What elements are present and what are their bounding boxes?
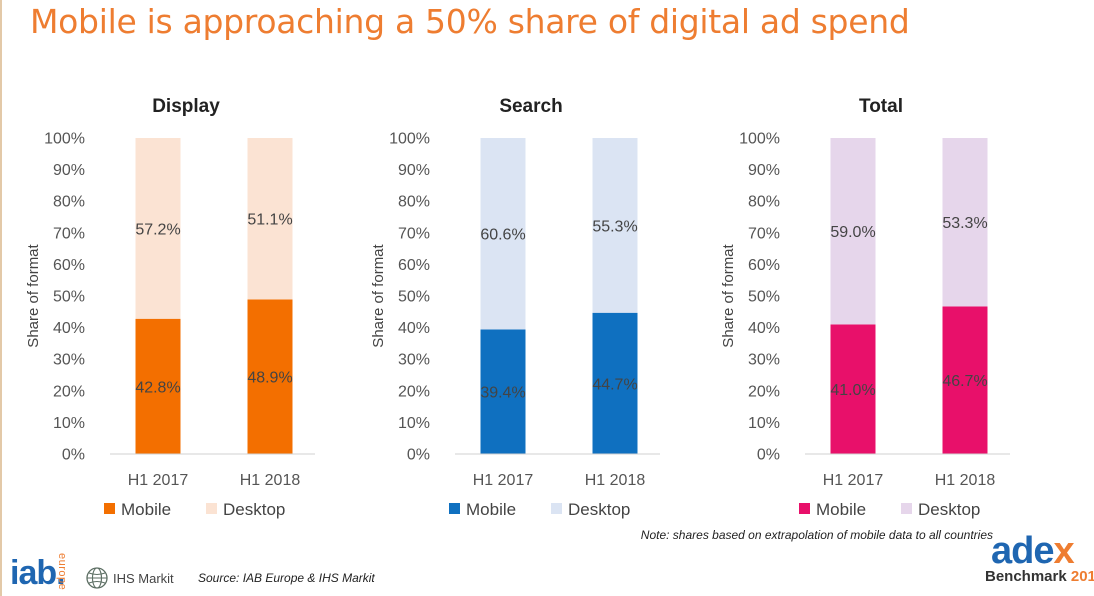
legend-label: Desktop (568, 500, 630, 519)
data-label: 42.8% (135, 379, 180, 396)
source-note: Source: IAB Europe & IHS Markit (198, 571, 375, 585)
y-tick-label: 70% (748, 225, 780, 242)
data-label: 39.4% (480, 385, 525, 402)
globe-icon (86, 567, 108, 589)
y-tick-label: 90% (748, 162, 780, 179)
y-tick-label: 40% (748, 320, 780, 337)
y-tick-label: 90% (53, 162, 85, 179)
data-label: 55.3% (592, 218, 637, 235)
x-tick-label: H1 2018 (240, 472, 301, 489)
left-accent-rule (0, 0, 2, 596)
y-tick-label: 70% (53, 225, 85, 242)
y-tick-label: 10% (53, 415, 85, 432)
adex-logo-text: adex (991, 530, 1075, 572)
y-tick-label: 40% (53, 320, 85, 337)
y-tick-label: 10% (398, 415, 430, 432)
y-tick-label: 0% (62, 447, 85, 464)
x-tick-label: H1 2018 (935, 472, 996, 489)
y-tick-label: 0% (757, 447, 780, 464)
y-tick-label: 100% (389, 131, 430, 148)
iab-europe-logo: iab. europe (10, 553, 80, 595)
adex-benchmark-logo: adex Benchmark 2018 (985, 530, 1094, 594)
legend-label: Mobile (816, 500, 866, 519)
x-tick-label: H1 2017 (473, 472, 534, 489)
legend-swatch (799, 503, 810, 514)
ihs-markit-label: IHS Markit (113, 570, 174, 586)
legend-label: Mobile (121, 500, 171, 519)
bar-desktop-1 (830, 138, 876, 325)
y-tick-label: 20% (53, 383, 85, 400)
chart-title: Search (499, 96, 562, 117)
legend-swatch (104, 503, 115, 514)
bar-mobile-2 (942, 306, 988, 454)
data-label: 44.7% (592, 376, 637, 393)
data-label: 51.1% (247, 212, 292, 229)
bar-desktop-2 (592, 138, 638, 313)
iab-logo-text: iab. (10, 554, 66, 592)
x-tick-label: H1 2017 (823, 472, 884, 489)
bar-desktop-2 (942, 138, 988, 307)
data-label: 57.2% (135, 221, 180, 238)
y-axis-label: Share of format (370, 243, 387, 347)
legend-label: Desktop (918, 500, 980, 519)
y-tick-label: 100% (44, 131, 85, 148)
legend-label: Desktop (223, 500, 285, 519)
y-tick-label: 50% (398, 289, 430, 306)
ihs-markit-logo: IHS Markit (85, 566, 174, 590)
x-tick-label: H1 2017 (128, 472, 189, 489)
chart-title: Total (859, 96, 903, 117)
bar-desktop-2 (247, 138, 293, 300)
bar-mobile-1 (135, 318, 181, 454)
display-chart: Display 0% 10% 20% 30% 40% 50% 60% 70% 80% 90% 100%… (25, 96, 315, 519)
legend-swatch (551, 503, 562, 514)
data-label: 41.0% (830, 382, 875, 399)
data-label: 48.9% (247, 370, 292, 387)
data-label: 46.7% (942, 373, 987, 390)
data-label: 59.0% (830, 224, 875, 241)
y-tick-label: 10% (748, 415, 780, 432)
y-tick-label: 80% (748, 194, 780, 211)
bar-mobile-1 (830, 324, 876, 454)
data-label: 60.6% (480, 227, 525, 244)
y-tick-label: 20% (398, 383, 430, 400)
y-tick-label: 100% (739, 131, 780, 148)
legend-swatch (449, 503, 460, 514)
bar-desktop-1 (480, 138, 526, 330)
y-tick-label: 60% (748, 257, 780, 274)
bar-desktop-1 (135, 138, 181, 319)
y-tick-label: 30% (748, 352, 780, 369)
bar-mobile-2 (592, 312, 638, 454)
y-tick-label: 50% (748, 289, 780, 306)
slide-title: Mobile is approaching a 50% share of dig… (30, 2, 910, 41)
y-tick-label: 60% (398, 257, 430, 274)
y-tick-label: 90% (398, 162, 430, 179)
y-tick-label: 50% (53, 289, 85, 306)
y-tick-label: 80% (398, 194, 430, 211)
y-tick-label: 70% (398, 225, 430, 242)
y-tick-label: 60% (53, 257, 85, 274)
iab-logo-subtext: europe (56, 553, 68, 591)
chart-title: Display (152, 96, 220, 117)
bar-mobile-2 (247, 299, 293, 454)
bar-mobile-1 (480, 329, 526, 454)
y-tick-label: 30% (53, 352, 85, 369)
y-axis-label: Share of format (720, 243, 737, 347)
y-tick-label: 30% (398, 352, 430, 369)
adex-logo-subtext: Benchmark 2018 (985, 568, 1094, 585)
legend-swatch (901, 503, 912, 514)
x-tick-label: H1 2018 (585, 472, 646, 489)
legend-label: Mobile (466, 500, 516, 519)
footnote: Note: shares based on extrapolation of m… (640, 528, 993, 542)
y-axis-label: Share of format (25, 243, 42, 347)
total-chart: Total 0% 10% 20% 30% 40% 50% 60% 70% 80% 90% 100% Sh… (720, 96, 1010, 519)
data-label: 53.3% (942, 215, 987, 232)
y-tick-label: 0% (407, 447, 430, 464)
y-tick-label: 20% (748, 383, 780, 400)
legend-swatch (206, 503, 217, 514)
search-chart: Search 0% 10% 20% 30% 40% 50% 60% 70% 80% 90% 100% S… (370, 96, 660, 519)
y-tick-label: 80% (53, 194, 85, 211)
y-tick-label: 40% (398, 320, 430, 337)
